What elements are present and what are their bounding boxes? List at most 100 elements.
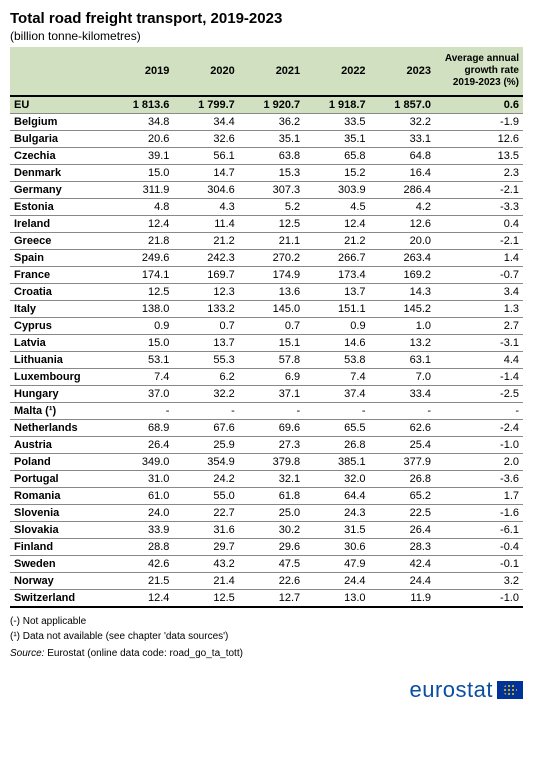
growth-cell: -1.6: [435, 505, 523, 522]
value-cell: 169.7: [173, 267, 238, 284]
growth-cell: 0.4: [435, 216, 523, 233]
value-cell: 21.4: [173, 573, 238, 590]
country-cell: Luxembourg: [10, 369, 108, 386]
value-cell: 21.8: [108, 233, 173, 250]
growth-cell: -0.4: [435, 539, 523, 556]
value-cell: 31.0: [108, 471, 173, 488]
table-row: Belgium34.834.436.233.532.2-1.9: [10, 114, 523, 131]
value-cell: 63.1: [370, 352, 435, 369]
value-cell: 37.4: [304, 386, 369, 403]
table-row: Hungary37.032.237.137.433.4-2.5: [10, 386, 523, 403]
value-cell: 0.9: [304, 318, 369, 335]
value-cell: 4.2: [370, 199, 435, 216]
value-cell: 13.0: [304, 590, 369, 608]
value-cell: 12.4: [108, 590, 173, 608]
value-cell: 64.8: [370, 148, 435, 165]
value-cell: 69.6: [239, 420, 304, 437]
value-cell: 145.2: [370, 301, 435, 318]
value-cell: 47.9: [304, 556, 369, 573]
growth-cell: -2.1: [435, 233, 523, 250]
footnote-malta: (¹) Data not available (see chapter 'dat…: [10, 629, 523, 644]
value-cell: 15.3: [239, 165, 304, 182]
table-row: Croatia12.512.313.613.714.33.4: [10, 284, 523, 301]
table-row: Ireland12.411.412.512.412.60.4: [10, 216, 523, 233]
value-cell: 11.4: [173, 216, 238, 233]
value-cell: 6.9: [239, 369, 304, 386]
value-cell: 14.3: [370, 284, 435, 301]
value-cell: 7.4: [304, 369, 369, 386]
growth-cell: -3.1: [435, 335, 523, 352]
country-cell: Hungary: [10, 386, 108, 403]
value-cell: 5.2: [239, 199, 304, 216]
value-cell: 169.2: [370, 267, 435, 284]
value-cell: 32.2: [370, 114, 435, 131]
value-cell: 11.9: [370, 590, 435, 608]
value-cell: 68.9: [108, 420, 173, 437]
value-cell: 14.7: [173, 165, 238, 182]
table-row: Denmark15.014.715.315.216.42.3: [10, 165, 523, 182]
value-cell: 24.2: [173, 471, 238, 488]
value-cell: 0.9: [108, 318, 173, 335]
value-cell: 21.1: [239, 233, 304, 250]
value-cell: -: [304, 403, 369, 420]
value-cell: 13.7: [304, 284, 369, 301]
growth-cell: -2.5: [435, 386, 523, 403]
growth-cell: -0.7: [435, 267, 523, 284]
value-cell: 21.5: [108, 573, 173, 590]
value-cell: 55.3: [173, 352, 238, 369]
value-cell: 26.8: [370, 471, 435, 488]
value-cell: 12.5: [108, 284, 173, 301]
table-row: Greece21.821.221.121.220.0-2.1: [10, 233, 523, 250]
value-cell: 33.1: [370, 131, 435, 148]
value-cell: 63.8: [239, 148, 304, 165]
country-cell: Portugal: [10, 471, 108, 488]
country-cell: Austria: [10, 437, 108, 454]
value-cell: 14.6: [304, 335, 369, 352]
country-cell: Netherlands: [10, 420, 108, 437]
country-cell: Norway: [10, 573, 108, 590]
value-cell: 13.7: [173, 335, 238, 352]
value-cell: 377.9: [370, 454, 435, 471]
value-cell: 27.3: [239, 437, 304, 454]
value-cell: 33.5: [304, 114, 369, 131]
value-cell: 20.6: [108, 131, 173, 148]
value-cell: 53.1: [108, 352, 173, 369]
value-cell: 1 813.6: [108, 96, 173, 114]
table-row: Estonia4.84.35.24.54.2-3.3: [10, 199, 523, 216]
table-row: Netherlands68.967.669.665.562.6-2.4: [10, 420, 523, 437]
value-cell: 42.4: [370, 556, 435, 573]
table-row: Bulgaria20.632.635.135.133.112.6: [10, 131, 523, 148]
value-cell: 6.2: [173, 369, 238, 386]
value-cell: 35.1: [304, 131, 369, 148]
growth-cell: 2.0: [435, 454, 523, 471]
table-row: Austria26.425.927.326.825.4-1.0: [10, 437, 523, 454]
value-cell: -: [370, 403, 435, 420]
value-cell: 62.6: [370, 420, 435, 437]
value-cell: 138.0: [108, 301, 173, 318]
value-cell: 266.7: [304, 250, 369, 267]
country-cell: Latvia: [10, 335, 108, 352]
value-cell: 15.2: [304, 165, 369, 182]
value-cell: 34.4: [173, 114, 238, 131]
country-cell: Slovakia: [10, 522, 108, 539]
value-cell: 15.1: [239, 335, 304, 352]
value-cell: 7.4: [108, 369, 173, 386]
value-cell: 47.5: [239, 556, 304, 573]
value-cell: 249.6: [108, 250, 173, 267]
value-cell: 12.4: [304, 216, 369, 233]
country-cell: Sweden: [10, 556, 108, 573]
table-row: Finland28.829.729.630.628.3-0.4: [10, 539, 523, 556]
value-cell: 32.6: [173, 131, 238, 148]
value-cell: 32.1: [239, 471, 304, 488]
page-subtitle: (billion tonne-kilometres): [10, 29, 523, 43]
growth-cell: 1.3: [435, 301, 523, 318]
value-cell: 53.8: [304, 352, 369, 369]
value-cell: 29.7: [173, 539, 238, 556]
value-cell: 379.8: [239, 454, 304, 471]
value-cell: 12.6: [370, 216, 435, 233]
growth-cell: -0.1: [435, 556, 523, 573]
growth-cell: 12.6: [435, 131, 523, 148]
table-row: Cyprus0.90.70.70.91.02.7: [10, 318, 523, 335]
country-cell: Belgium: [10, 114, 108, 131]
value-cell: 270.2: [239, 250, 304, 267]
